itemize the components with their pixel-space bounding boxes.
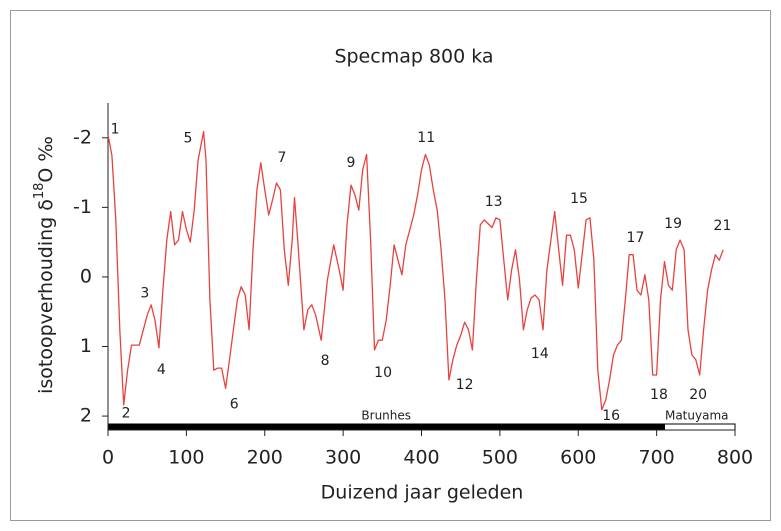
y-tick-label: 0 [80, 265, 92, 287]
y-label-end: O ‰ [35, 136, 57, 183]
stage-label: 10 [374, 365, 392, 381]
x-axis-label: Duizend jaar geleden [321, 482, 524, 504]
stage-label: 9 [347, 155, 356, 171]
stage-label: 6 [230, 396, 239, 412]
data-line [107, 130, 724, 411]
chron-bar [663, 423, 736, 431]
chron-label: Brunhes [361, 409, 411, 423]
stage-label: 12 [456, 377, 474, 393]
stage-label: 4 [157, 362, 166, 378]
chart-title: Specmap 800 ka [334, 46, 493, 68]
x-tick-label: 700 [638, 447, 674, 469]
stage-label: 13 [485, 194, 503, 210]
y-tick-label: 1 [80, 335, 92, 357]
stage-label: 20 [689, 387, 707, 403]
stage-label: 14 [531, 346, 549, 362]
stage-label: 15 [570, 191, 588, 207]
chron-label: Matuyama [665, 409, 729, 423]
frame [10, 10, 771, 521]
stage-label: 8 [321, 353, 330, 369]
stage-label: 1 [111, 121, 120, 137]
x-tick-label: 300 [325, 447, 361, 469]
stage-label: 11 [417, 130, 435, 146]
stage-label: 16 [602, 408, 620, 424]
x-tick-label: 0 [102, 447, 114, 469]
x-tick-label: 500 [482, 447, 518, 469]
y-label-sup: 18 [32, 183, 47, 200]
y-tick-label: -2 [73, 126, 92, 148]
y-tick-label: -1 [73, 196, 92, 218]
chron-bar [107, 423, 665, 431]
y-tick-label: 2 [80, 405, 92, 427]
stage-label: 21 [714, 218, 732, 234]
stage-label: 5 [183, 130, 192, 146]
y-label-main: isotoopverhouding δ [35, 199, 57, 394]
y-axis-label: isotoopverhouding δ18O ‰ [32, 136, 57, 394]
stage-label: 3 [140, 286, 149, 302]
stage-label: 7 [278, 150, 287, 166]
x-tick-label: 600 [560, 447, 596, 469]
x-tick-label: 100 [168, 447, 204, 469]
stage-label: 17 [627, 230, 645, 246]
stage-label: 2 [122, 405, 131, 421]
stage-label: 19 [664, 216, 682, 232]
stage-label: 18 [650, 387, 668, 403]
x-tick-label: 800 [717, 447, 753, 469]
x-tick-label: 200 [247, 447, 283, 469]
x-tick-label: 400 [403, 447, 439, 469]
